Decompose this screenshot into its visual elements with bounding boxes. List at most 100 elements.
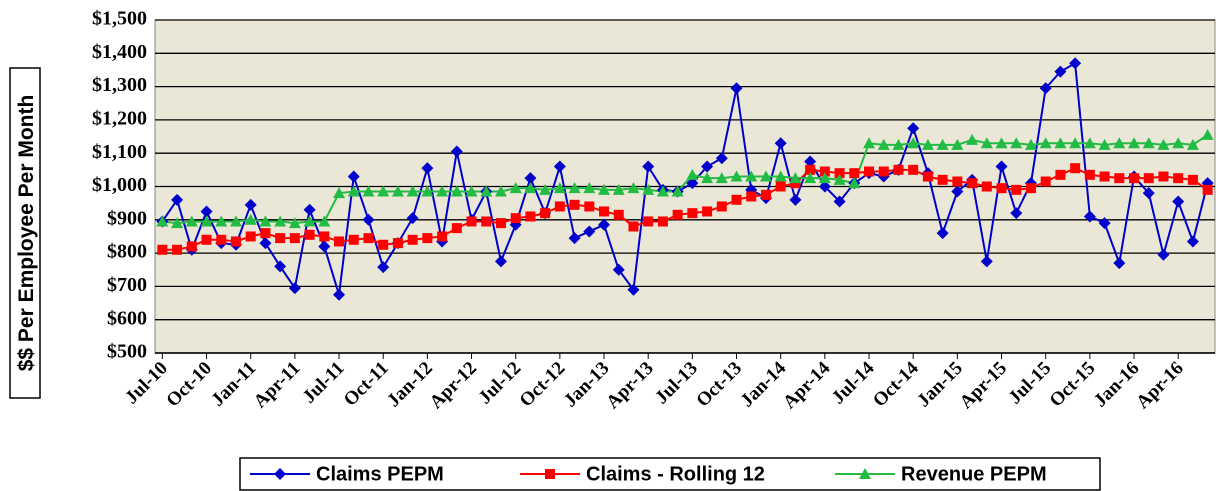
point: [362, 185, 375, 197]
point: [568, 232, 581, 245]
point: [230, 236, 241, 247]
point: [818, 172, 831, 184]
point: [274, 215, 287, 227]
point: [421, 185, 434, 197]
point: [863, 137, 876, 149]
point: [377, 185, 390, 197]
point: [759, 170, 772, 182]
point: [746, 191, 757, 202]
point: [921, 138, 934, 150]
point: [995, 160, 1008, 173]
point: [1186, 235, 1199, 248]
point: [171, 217, 184, 229]
point: [495, 218, 506, 229]
point: [539, 183, 552, 195]
point: [392, 238, 403, 249]
point: [672, 209, 683, 220]
point: [818, 180, 831, 193]
point: [1142, 187, 1155, 200]
x-tick-label: Jan-11: [207, 358, 260, 411]
point: [333, 187, 346, 199]
point: [348, 234, 359, 245]
point: [1128, 137, 1141, 149]
point: [1098, 217, 1111, 230]
point: [1173, 173, 1184, 184]
y-tick-label: $800: [107, 241, 147, 263]
point: [1157, 138, 1170, 150]
point: [598, 218, 611, 231]
point: [789, 193, 802, 206]
y-tick-label: $1,400: [92, 41, 147, 63]
point: [288, 217, 301, 229]
point: [774, 137, 787, 150]
point: [406, 212, 419, 225]
y-tick-label: $900: [107, 207, 147, 229]
point: [200, 205, 213, 218]
point: [1010, 137, 1023, 149]
point: [422, 233, 433, 244]
point: [525, 211, 536, 222]
point: [421, 162, 434, 175]
point: [481, 216, 492, 227]
legend-marker: [545, 469, 555, 479]
point: [450, 185, 463, 197]
point: [687, 208, 698, 219]
y-tick-label: $1,300: [92, 74, 147, 96]
point: [686, 177, 699, 190]
point: [834, 168, 845, 179]
x-tick-label: Jan-15: [913, 358, 967, 412]
point: [1083, 137, 1096, 149]
point: [1054, 137, 1067, 149]
x-tick-label: Oct-10: [162, 358, 216, 412]
point: [377, 261, 390, 274]
point: [1187, 174, 1198, 185]
point: [864, 166, 875, 177]
point: [730, 82, 743, 95]
x-tick-label: Oct-15: [1046, 358, 1100, 412]
point: [936, 227, 949, 240]
point: [200, 215, 213, 227]
point: [760, 189, 771, 200]
point: [1039, 137, 1052, 149]
point: [804, 172, 817, 184]
point: [612, 263, 625, 276]
point: [186, 241, 197, 252]
x-tick-label: Oct-13: [692, 358, 746, 412]
point: [1114, 173, 1125, 184]
point: [288, 282, 301, 295]
point: [245, 231, 256, 242]
point: [613, 209, 624, 220]
point: [1011, 184, 1022, 195]
x-tick-label: Oct-11: [340, 358, 393, 411]
point: [303, 203, 316, 216]
point: [1025, 183, 1036, 194]
point: [1099, 171, 1110, 182]
point: [701, 160, 714, 173]
point: [1129, 173, 1140, 184]
point: [244, 213, 257, 225]
x-tick-label: Jul-10: [121, 358, 172, 409]
point: [599, 206, 610, 217]
point: [951, 185, 964, 198]
point: [1039, 82, 1052, 95]
point: [805, 164, 816, 175]
point: [877, 138, 890, 150]
point: [715, 152, 728, 165]
point: [347, 185, 360, 197]
point: [657, 216, 668, 227]
x-tick-label: Jul-12: [475, 358, 526, 409]
point: [892, 138, 905, 150]
point: [319, 231, 330, 242]
point: [362, 213, 375, 226]
point: [569, 199, 580, 210]
x-tick-label: Jan-12: [383, 358, 437, 412]
point: [275, 233, 286, 244]
x-tick-label: Apr-14: [779, 357, 835, 413]
point: [1070, 163, 1081, 174]
point: [967, 178, 978, 189]
point: [554, 201, 565, 212]
point: [568, 182, 581, 194]
point: [510, 213, 521, 224]
y-title-box: [9, 67, 41, 399]
